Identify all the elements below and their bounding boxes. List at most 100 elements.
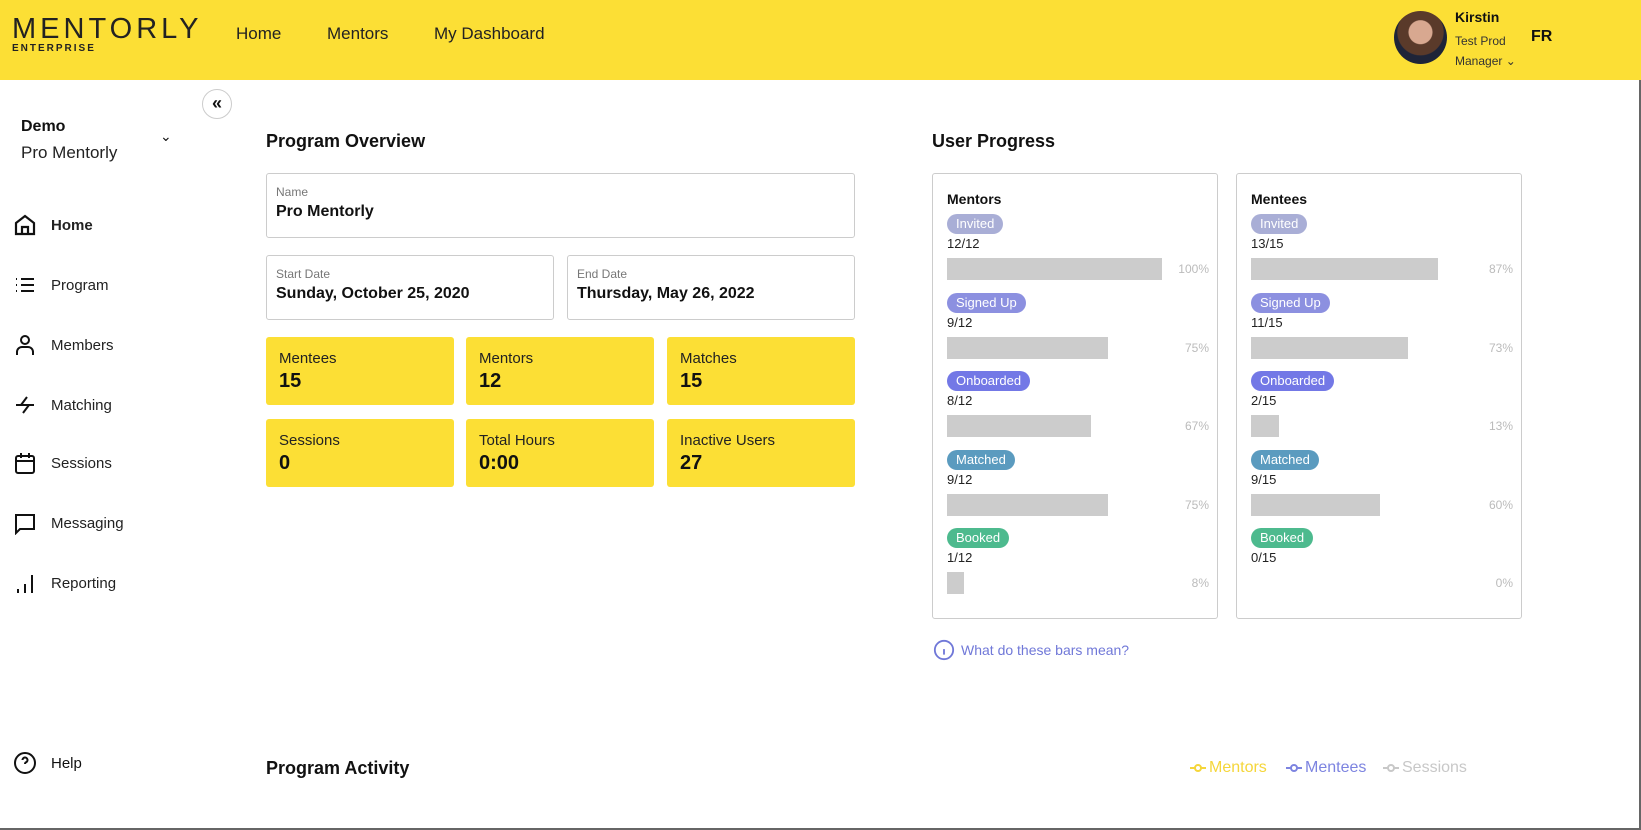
stage-count: 2/15 (1251, 393, 1277, 408)
list-icon (16, 278, 34, 292)
end-date-field: End Date Thursday, May 26, 2022 (567, 255, 855, 320)
stage-badge: Signed Up (947, 292, 1026, 313)
progress-bar (947, 415, 1092, 437)
bars-help-link[interactable]: What do these bars mean? (933, 639, 1129, 661)
user-name: Kirstin (1455, 9, 1500, 25)
stat-tile-mentees: Mentees 15 (266, 337, 454, 405)
line-marker-icon (1383, 764, 1399, 772)
language-switch[interactable]: FR (1531, 28, 1553, 45)
home-icon (14, 214, 36, 236)
sidebar-item-reporting[interactable]: Reporting (13, 571, 116, 595)
stage-count: 12/12 (947, 236, 980, 251)
collapse-sidebar-button[interactable]: « (202, 89, 232, 119)
stage-badge: Invited (1251, 214, 1308, 234)
stat-tile-total-hours: Total Hours 0:00 (466, 419, 654, 487)
stage-percent: 60% (1488, 497, 1513, 512)
legend-mentees[interactable]: Mentees (1286, 759, 1366, 777)
nav-mentors[interactable]: Mentors (327, 24, 389, 43)
progress-bar (947, 336, 1109, 359)
program-activity-title: Program Activity (266, 758, 410, 778)
sidebar-item-program[interactable]: Program (13, 273, 109, 297)
progress-bar (1251, 336, 1408, 359)
legend-mentors[interactable]: Mentors (1190, 759, 1267, 777)
mentorly-logo[interactable]: MENTORLY ENTERPRISE (12, 13, 203, 54)
progress-bar (1251, 493, 1380, 516)
stage-percent: 8% (1191, 576, 1209, 590)
stage-count: 9/15 (1251, 471, 1277, 487)
program-name-field: Name Pro Mentorly (266, 173, 855, 238)
stage-badge: Onboarded (947, 371, 1031, 391)
program-selector[interactable]: Pro Mentorly (21, 143, 118, 162)
progress-stage: Signed Up 11/15 73% (1251, 292, 1513, 363)
stage-percent: 100% (1178, 262, 1209, 276)
sidebar-item-messaging[interactable]: Messaging (13, 511, 124, 535)
stat-tile-mentors: Mentors 12 (466, 337, 654, 405)
stage-count: 0/15 (1251, 550, 1277, 565)
progress-stage: Onboarded 8/12 67% (947, 371, 1209, 441)
legend-sessions[interactable]: Sessions (1383, 759, 1467, 777)
stage-percent: 73% (1488, 340, 1513, 355)
top-header: MENTORLY ENTERPRISE Home Mentors My Dash… (0, 0, 1641, 80)
stage-count: 1/12 (947, 550, 973, 565)
stage-count: 9/12 (947, 471, 973, 487)
progress-card-title: Mentees (1251, 191, 1308, 207)
info-icon (933, 639, 955, 661)
progress-stage: Invited 13/15 87% (1251, 214, 1513, 284)
person-icon (16, 335, 34, 355)
sidebar-item-members[interactable]: Members (13, 333, 114, 357)
stage-percent: 75% (1184, 340, 1209, 355)
progress-bar (1251, 415, 1279, 437)
progress-stage: Booked 1/12 8% (947, 528, 1209, 598)
user-menu[interactable]: Test Prod Manager ⌄ (1455, 34, 1516, 68)
nav-my-dashboard[interactable]: My Dashboard (434, 24, 545, 43)
progress-stage: Matched 9/12 75% (947, 449, 1209, 520)
line-marker-icon (1190, 764, 1206, 772)
chevron-down-icon: ⌄ (1505, 54, 1516, 68)
stage-badge: Onboarded (1251, 371, 1335, 391)
stage-percent: 67% (1184, 419, 1209, 433)
progress-bar (947, 572, 965, 594)
progress-stage: Signed Up 9/12 75% (947, 292, 1209, 363)
start-date-field: Start Date Sunday, October 25, 2020 (266, 255, 554, 320)
progress-stage: Booked 0/15 0% (1251, 528, 1513, 598)
stage-badge: Signed Up (1251, 292, 1330, 313)
calendar-icon (15, 453, 35, 474)
stage-badge: Matched (947, 449, 1015, 470)
stage-count: 11/15 (1251, 314, 1283, 330)
stage-percent: 87% (1488, 262, 1513, 276)
stat-tile-inactive-users: Inactive Users 27 (667, 419, 855, 487)
stage-count: 8/12 (947, 393, 973, 408)
sidebar-item-matching[interactable]: Matching (13, 393, 112, 417)
stage-badge: Matched (1251, 449, 1319, 470)
user-progress-title: User Progress (932, 131, 1056, 151)
sidebar-item-home[interactable]: Home (13, 213, 93, 237)
progress-bar (1251, 258, 1439, 280)
stage-percent: 13% (1488, 419, 1513, 433)
stage-percent: 75% (1184, 497, 1209, 512)
stage-count: 9/12 (947, 314, 973, 330)
stat-tile-matches: Matches 15 (667, 337, 855, 405)
program-overview-title: Program Overview (266, 131, 426, 151)
progress-stage: Onboarded 2/15 13% (1251, 371, 1513, 441)
progress-card-mentees: Mentees Invited 13/15 87% Signed Up 11/1… (1236, 173, 1522, 619)
help-icon (14, 752, 36, 774)
sidebar-item-sessions[interactable]: Sessions (13, 451, 112, 475)
progress-stage: Invited 12/12 100% (947, 214, 1209, 284)
sidebar-item-help[interactable]: Help (13, 751, 82, 775)
chevron-down-icon[interactable]: ⌄ (160, 128, 172, 144)
progress-bar (947, 258, 1162, 280)
stage-count: 13/15 (1251, 236, 1284, 251)
stat-tile-sessions: Sessions 0 (266, 419, 454, 487)
arrows-icon (16, 396, 34, 414)
line-marker-icon (1286, 764, 1302, 772)
org-name: Demo (21, 118, 66, 135)
stage-badge: Invited (947, 214, 1004, 234)
progress-card-mentors: Mentors Invited 12/12 100% Signed Up 9/1… (932, 173, 1218, 619)
bar-chart-icon (17, 575, 33, 593)
stage-badge: Booked (1251, 528, 1314, 548)
nav-home[interactable]: Home (236, 24, 282, 43)
stage-badge: Booked (947, 528, 1010, 548)
progress-bar (947, 493, 1109, 516)
avatar[interactable] (1394, 11, 1447, 64)
progress-stage: Matched 9/15 60% (1251, 449, 1513, 520)
